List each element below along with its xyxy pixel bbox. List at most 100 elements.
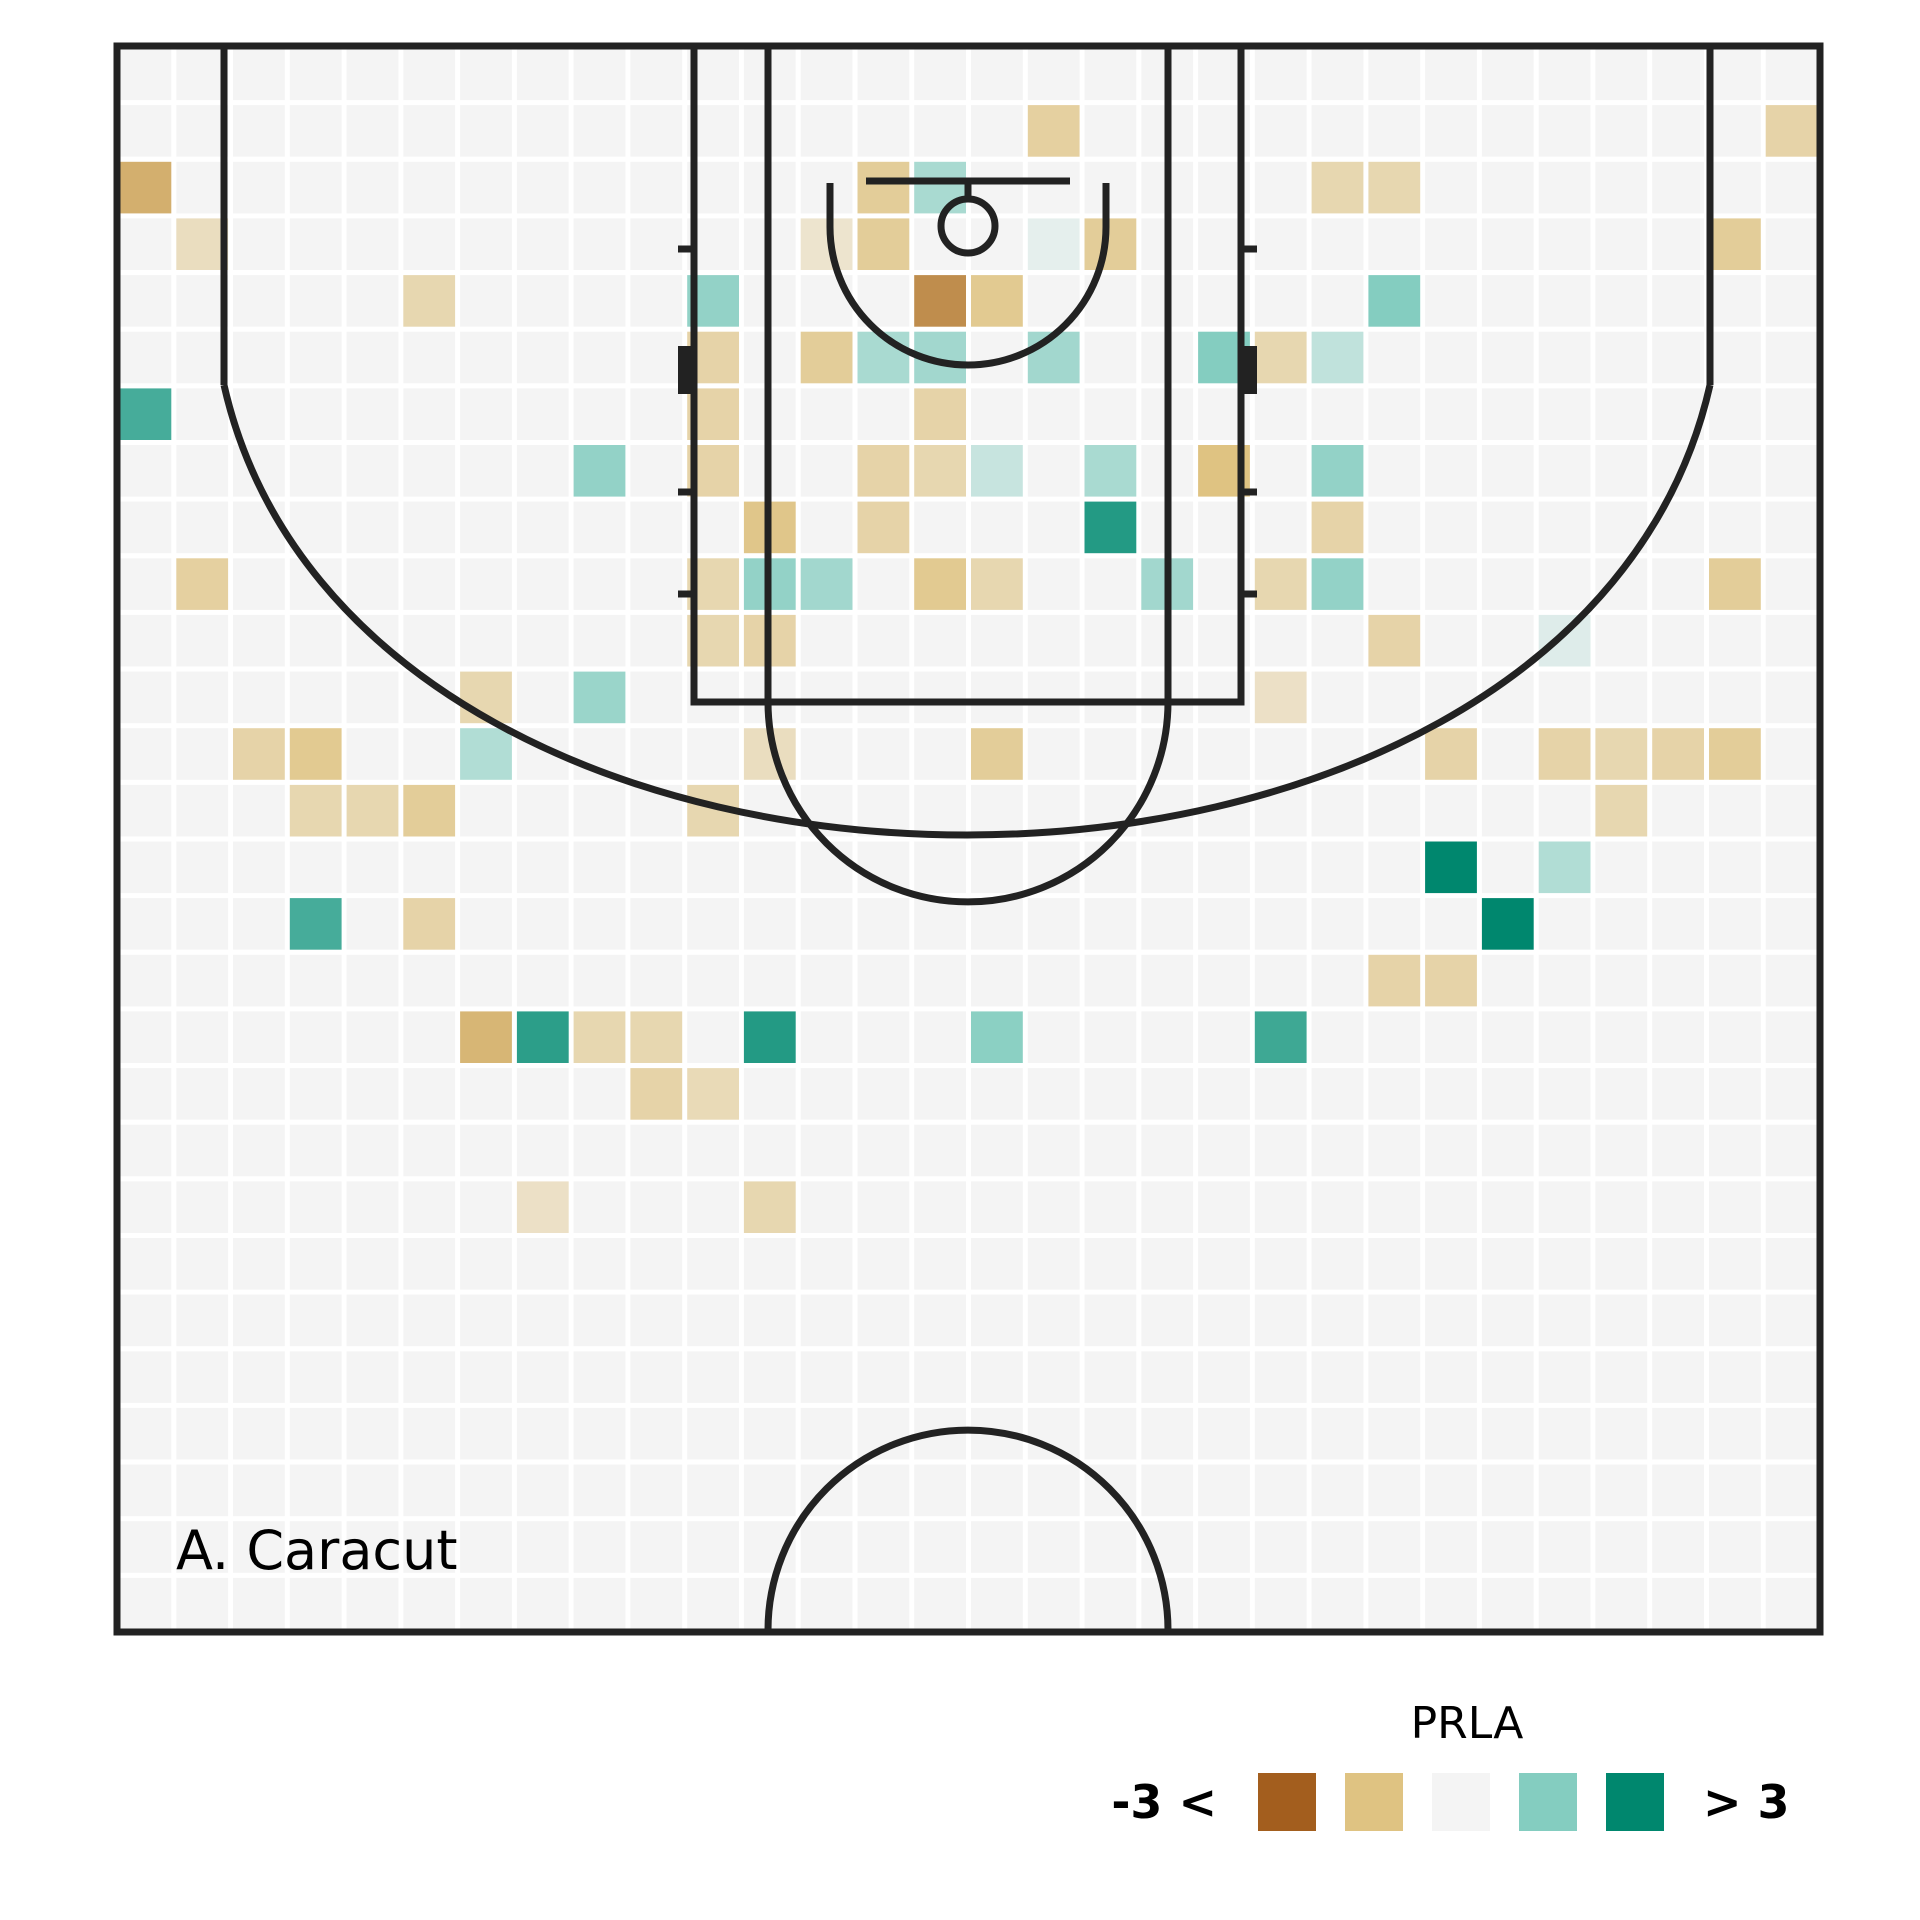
heatmap-cell-empty xyxy=(1198,1407,1250,1460)
heatmap-cell-empty xyxy=(1311,1464,1364,1517)
heatmap-cell-empty xyxy=(573,614,626,667)
heatmap-cell-empty xyxy=(119,671,172,724)
heatmap-cell-empty xyxy=(1027,728,1080,780)
heatmap-cell-empty xyxy=(1084,331,1137,384)
heatmap-cell-empty xyxy=(1481,1464,1534,1517)
heatmap-cell-empty xyxy=(857,1181,910,1233)
heatmap-cell-empty xyxy=(289,1351,342,1403)
heatmap-cell-empty xyxy=(914,898,966,950)
heatmap-cell-empty xyxy=(1425,1521,1477,1573)
heatmap-cell-empty xyxy=(176,1011,229,1063)
heatmap-cell-empty xyxy=(1198,1521,1250,1573)
heatmap-cell-empty xyxy=(1709,331,1761,384)
heatmap-cell xyxy=(516,1011,569,1063)
heatmap-cell-empty xyxy=(857,898,910,950)
heatmap-cell-empty xyxy=(1652,1124,1704,1177)
legend-swatch xyxy=(1432,1773,1490,1831)
heatmap-cell-empty xyxy=(289,1068,342,1120)
heatmap-cell xyxy=(800,331,853,384)
heatmap-cell-empty xyxy=(1254,1238,1307,1290)
heatmap-cell-empty xyxy=(1198,954,1250,1007)
heatmap-cell-empty xyxy=(1709,105,1761,157)
heatmap-cell xyxy=(1595,784,1648,837)
heatmap-cell-empty xyxy=(346,48,399,101)
heatmap-cell-empty xyxy=(1595,105,1648,157)
heatmap-cell-empty xyxy=(1538,1238,1591,1290)
heatmap-cell-empty xyxy=(1481,728,1534,780)
heatmap-cell-empty xyxy=(289,275,342,327)
heatmap-cell-empty xyxy=(346,445,399,497)
heatmap-cell-empty xyxy=(1084,1351,1137,1403)
heatmap-cell-empty xyxy=(1652,614,1704,667)
heatmap-cell-empty xyxy=(233,501,285,554)
heatmap-cell-empty xyxy=(233,898,285,950)
heatmap-cell-empty xyxy=(289,1011,342,1063)
heatmap-cell-empty xyxy=(743,898,796,950)
heatmap-cell xyxy=(289,728,342,780)
heatmap-cell-empty xyxy=(516,1521,569,1573)
heatmap-cell-empty xyxy=(1141,1011,1194,1063)
heatmap-cell-empty xyxy=(403,48,456,101)
heatmap-cell-empty xyxy=(289,614,342,667)
heatmap-cell-empty xyxy=(1709,1294,1761,1347)
heatmap-cell-empty xyxy=(1481,1294,1534,1347)
heatmap-cell-empty xyxy=(176,1238,229,1290)
heatmap-cell-empty xyxy=(1254,161,1307,214)
heatmap-cell-empty xyxy=(1481,1577,1534,1630)
heatmap-cell-empty xyxy=(1027,558,1080,610)
heatmap-cell-empty xyxy=(233,954,285,1007)
heatmap-cell-empty xyxy=(1481,1407,1534,1460)
heatmap-cell-empty xyxy=(176,105,229,157)
heatmap-cell-empty xyxy=(630,105,683,157)
heatmap-cell-empty xyxy=(1765,1068,1818,1120)
heatmap-cell-empty xyxy=(1652,841,1704,894)
heatmap-cell-empty xyxy=(1765,1238,1818,1290)
heatmap-cell-empty xyxy=(630,275,683,327)
heatmap-cell xyxy=(289,784,342,837)
heatmap-cell-empty xyxy=(1538,331,1591,384)
heatmap-cell-empty xyxy=(233,784,285,837)
heatmap-cell-empty xyxy=(1198,1238,1250,1290)
heatmap-cell-empty xyxy=(176,1124,229,1177)
heatmap-cell-empty xyxy=(1254,614,1307,667)
heatmap-cell-empty xyxy=(176,1407,229,1460)
heatmap-cell-empty xyxy=(119,841,172,894)
heatmap-cell-empty xyxy=(176,1577,229,1630)
heatmap-cell xyxy=(630,1068,683,1120)
heatmap-cell-empty xyxy=(1084,671,1137,724)
heatmap-cell-empty xyxy=(403,1294,456,1347)
heatmap-cell-empty xyxy=(460,388,512,440)
heatmap-cell xyxy=(1084,218,1137,270)
heatmap-cell-empty xyxy=(1254,1124,1307,1177)
heatmap-cell-empty xyxy=(971,161,1023,214)
heatmap-cell-empty xyxy=(1595,841,1648,894)
heatmap-cell xyxy=(743,1181,796,1233)
heatmap-cell-empty xyxy=(630,841,683,894)
heatmap-cell-empty xyxy=(460,1464,512,1517)
heatmap-cell-empty xyxy=(1254,445,1307,497)
heatmap-cell-empty xyxy=(1481,1238,1534,1290)
heatmap-cell-empty xyxy=(1311,275,1364,327)
heatmap-cell-empty xyxy=(1765,614,1818,667)
heatmap-cell-empty xyxy=(914,1464,966,1517)
heatmap-cell-empty xyxy=(1027,898,1080,950)
legend: PRLA -3 < > 3 xyxy=(1111,1698,1790,1831)
heatmap-cell-empty xyxy=(403,1521,456,1573)
heatmap-cell-empty xyxy=(1084,728,1137,780)
heatmap-cell xyxy=(403,275,456,327)
heatmap-cell-empty xyxy=(630,1407,683,1460)
heatmap-cell-empty xyxy=(1368,841,1421,894)
heatmap-cell-empty xyxy=(1311,1521,1364,1573)
legend-swatches xyxy=(1258,1773,1664,1831)
heatmap-cell-empty xyxy=(1084,105,1137,157)
heatmap-cell-empty xyxy=(1652,1521,1704,1573)
heatmap-cell-empty xyxy=(460,1577,512,1630)
heatmap-cell xyxy=(1254,1011,1307,1063)
heatmap-cell-empty xyxy=(1595,331,1648,384)
heatmap-cell-empty xyxy=(1595,898,1648,950)
heatmap-cell-empty xyxy=(971,671,1023,724)
heatmap-cell-empty xyxy=(403,161,456,214)
heatmap-cell-empty xyxy=(687,898,739,950)
heatmap-cell-empty xyxy=(800,1407,853,1460)
heatmap-cell-empty xyxy=(1425,331,1477,384)
